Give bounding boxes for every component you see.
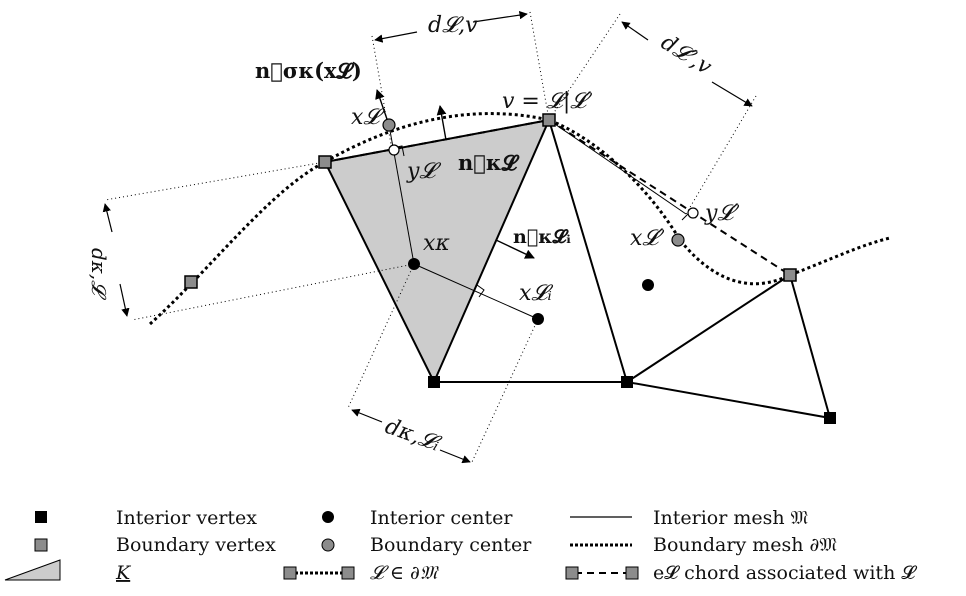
label-d-k-li: dκ,𝓛ᵢ xyxy=(382,414,445,457)
label-y-lp: y𝓛′ xyxy=(704,201,739,226)
label-d-l-v: d𝓛,v xyxy=(428,13,478,38)
label-x-lp: x𝓛′ xyxy=(630,226,664,251)
label-x-k: xκ xyxy=(423,231,450,256)
legend-boundary-mesh: Boundary mesh ∂𝔐 xyxy=(653,534,837,556)
legend-interior-vertex-symbol xyxy=(35,511,47,523)
label-n-kl: n⃗κ𝓛 xyxy=(458,150,520,175)
legend-boundary-edge-symbol xyxy=(283,566,355,580)
legend-boundary-center-symbol xyxy=(321,538,335,552)
interior-vertices xyxy=(428,376,836,424)
chord-projection-points xyxy=(388,144,699,219)
label-x-l: x𝓛 xyxy=(351,105,385,130)
legend-interior-vertex: Interior vertex xyxy=(116,507,257,529)
legend-boundary-vertex: Boundary vertex xyxy=(116,534,276,556)
legend-interior-center: Interior center xyxy=(370,507,513,529)
label-v-eq: v = 𝓛|𝓛′ xyxy=(502,89,592,114)
legend-boundary-center: Boundary center xyxy=(370,534,532,556)
legend-l-in-boundary: 𝓛 ∈ ∂𝔐 xyxy=(370,562,440,584)
label-x-li: x𝓛ᵢ xyxy=(519,281,553,306)
legend-cell-k: K xyxy=(115,562,132,584)
legend-boundary-vertex-symbol xyxy=(34,538,48,552)
label-n-kli: n⃗κ𝓛ᵢ xyxy=(513,226,571,248)
label-d-lp-v: d𝓛′,v xyxy=(656,30,716,80)
legend-chord: e𝓛 chord associated with 𝓛 xyxy=(653,562,917,584)
interior-mesh-edges xyxy=(434,119,831,419)
legend-interior-mesh: Interior mesh 𝔐 xyxy=(653,507,809,529)
legend-cell-symbol xyxy=(4,559,61,581)
boundary-centers xyxy=(382,118,685,247)
label-n-sigma-k: n⃗σκ(x𝓛) xyxy=(255,58,362,83)
legend-chord-symbol xyxy=(565,566,639,580)
boundary-vertices xyxy=(184,113,797,289)
interior-centers xyxy=(408,258,654,325)
label-d-k-l: dκ,𝓛 xyxy=(87,248,111,300)
legend: Interior vertex Boundary vertex K Interi… xyxy=(4,507,917,584)
dimension-arrows xyxy=(102,10,753,464)
chord-lines xyxy=(324,119,791,276)
legend-interior-center-symbol xyxy=(322,511,334,523)
